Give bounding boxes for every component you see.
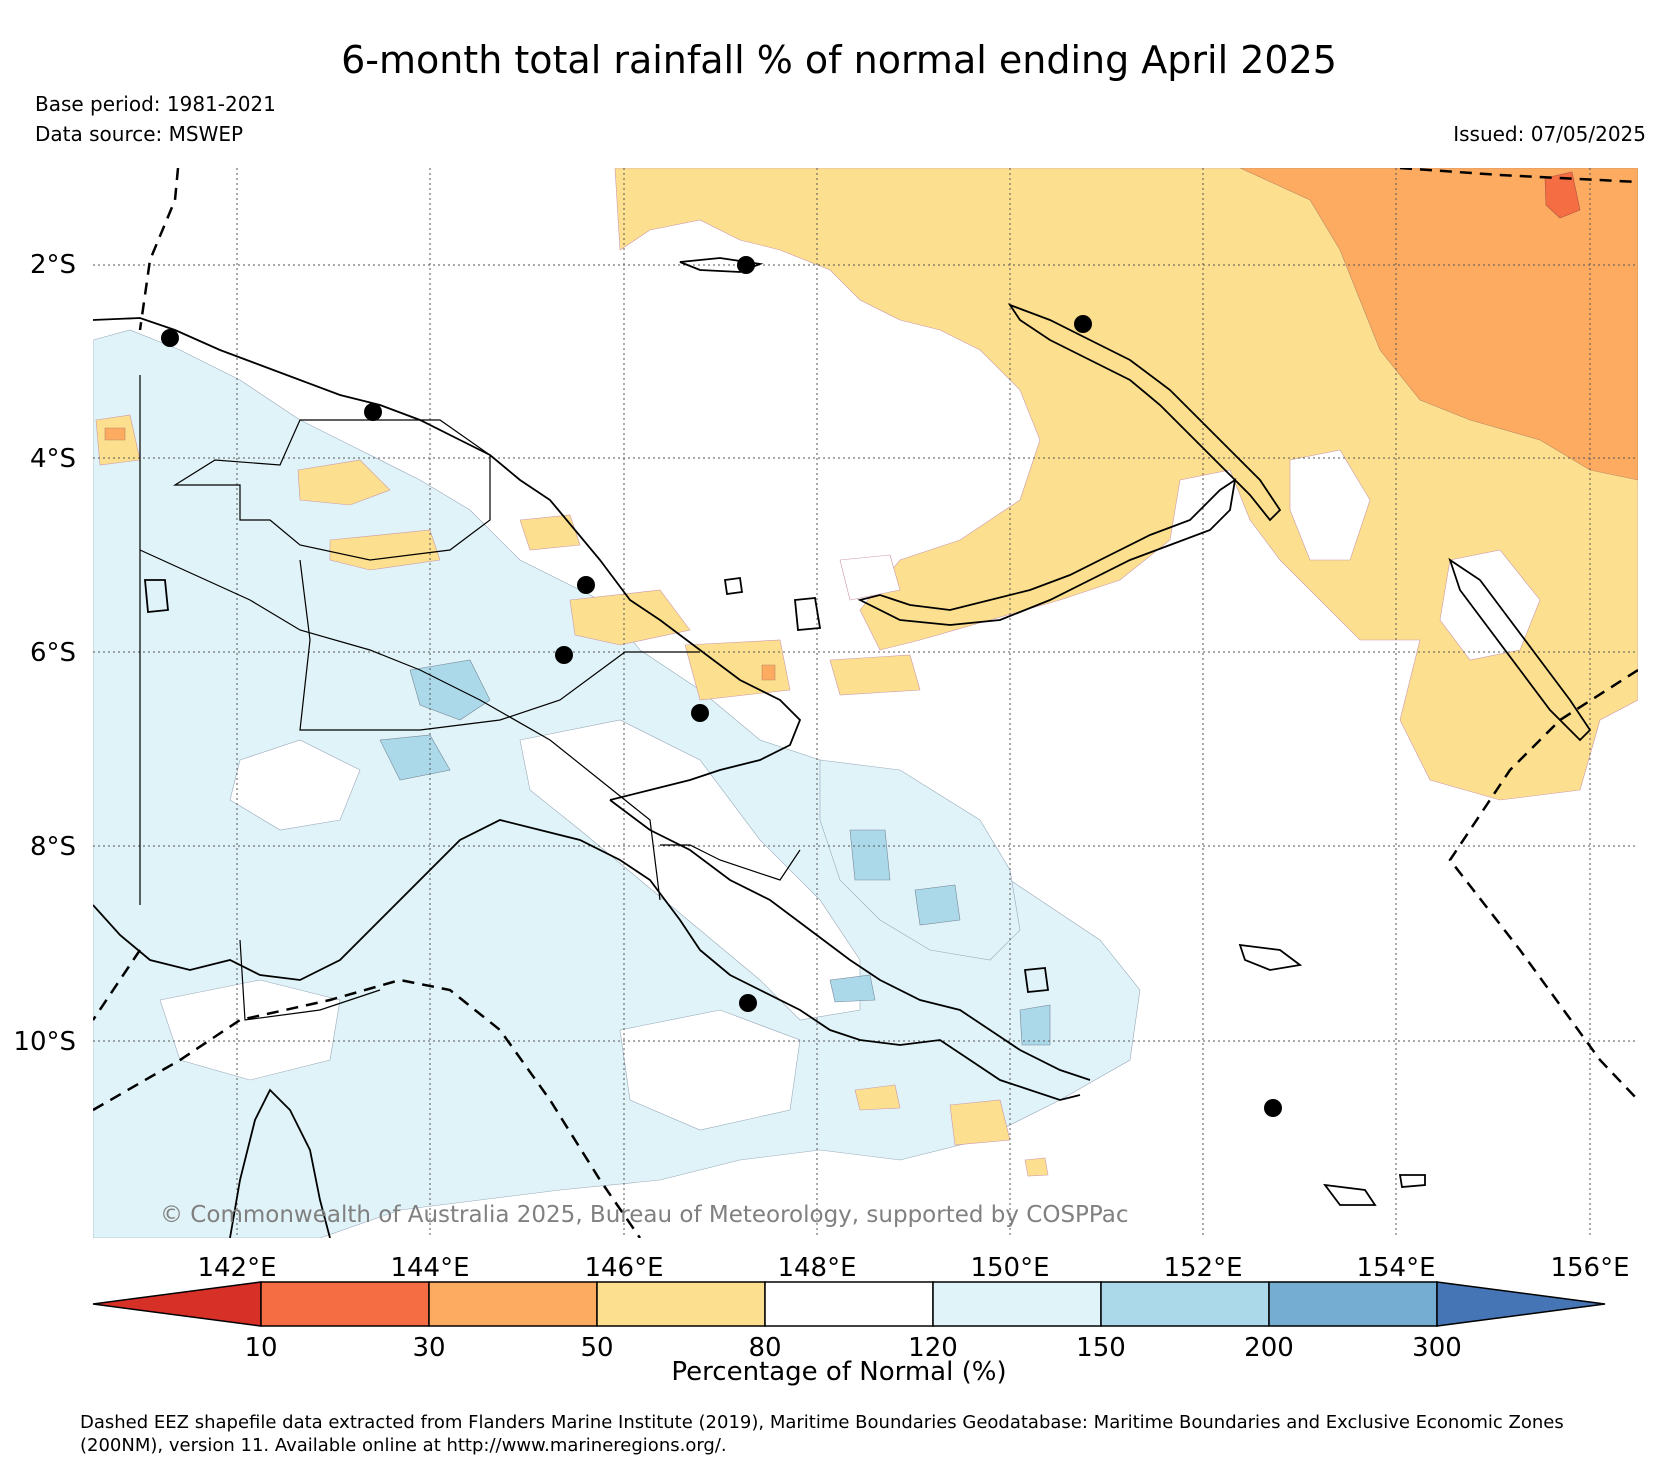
- colorbar-segment: [764, 1281, 934, 1327]
- base-period-text: Base period: 1981-2021: [35, 92, 276, 116]
- solomon-islands-coast: [1238, 943, 1303, 971]
- lon-label: 154°E: [1356, 1253, 1435, 1283]
- city-marker: [555, 646, 573, 664]
- map-title: 6-month total rainfall % of normal endin…: [341, 38, 1337, 82]
- rainfall-shading: [93, 168, 1638, 1238]
- colorbar-tick: 10: [244, 1333, 277, 1363]
- coastlines: [93, 257, 1592, 1238]
- city-marker: [1264, 1099, 1282, 1117]
- colorbar-segment: [1100, 1281, 1270, 1327]
- new-ireland-coast: [1007, 303, 1282, 522]
- lat-label: 8°S: [30, 832, 76, 862]
- cape-york-coast: [229, 1088, 331, 1238]
- papuan-peninsula-coast: [609, 799, 1091, 1081]
- colorbar-segment: [1268, 1281, 1438, 1327]
- colorbar-segment: [596, 1281, 766, 1327]
- colorbar-tick: 30: [412, 1333, 445, 1363]
- colorbar-label: Percentage of Normal (%): [671, 1357, 1007, 1387]
- city-markers: [161, 256, 1282, 1117]
- data-source-text: Data source: MSWEP: [35, 122, 244, 146]
- above-normal-region-east: [819, 759, 1021, 961]
- lat-label: 10°S: [13, 1027, 76, 1057]
- latitude-labels: 2°S 4°S 6°S 8°S 10°S: [13, 250, 76, 1057]
- city-marker: [364, 403, 382, 421]
- lat-label: 2°S: [30, 250, 76, 280]
- copyright-text: © Commonwealth of Australia 2025, Bureau…: [160, 1202, 1129, 1228]
- colorbar-tick: 200: [1244, 1333, 1294, 1363]
- footnote-line: Dashed EEZ shapefile data extracted from…: [80, 1412, 1564, 1433]
- colorbar-segment: [260, 1281, 430, 1327]
- city-marker: [161, 329, 179, 347]
- lat-label: 6°S: [30, 638, 76, 668]
- footnote-line: (200NM), version 11. Available online at…: [80, 1435, 727, 1456]
- colorbar-tick: 80: [748, 1333, 781, 1363]
- lat-label: 4°S: [30, 444, 76, 474]
- colorbar-tick: 150: [1076, 1333, 1126, 1363]
- city-marker: [1074, 315, 1092, 333]
- colorbar-segment: [428, 1281, 598, 1327]
- lon-label: 148°E: [777, 1253, 856, 1283]
- lon-label: 150°E: [970, 1253, 1049, 1283]
- city-marker: [739, 994, 757, 1012]
- new-guinea-coast-north: [93, 317, 802, 801]
- colorbar-extend-high: [1436, 1281, 1606, 1327]
- graticule: [93, 168, 1638, 1238]
- lon-label: 142°E: [197, 1253, 276, 1283]
- colorbar-tick: 120: [908, 1333, 958, 1363]
- lon-label: 152°E: [1163, 1253, 1242, 1283]
- longitude-labels: 142°E 144°E 146°E 148°E 150°E 152°E 154°…: [197, 1253, 1629, 1283]
- footnote: Dashed EEZ shapefile data extracted from…: [80, 1411, 1670, 1457]
- lon-label: 146°E: [584, 1253, 663, 1283]
- bougainville-coast: [1448, 557, 1592, 742]
- colorbar-segment: [932, 1281, 1102, 1327]
- colorbar-ticks: 10 30 50 80 120 150 200 300: [244, 1333, 1461, 1363]
- city-marker: [577, 576, 595, 594]
- city-marker: [737, 256, 755, 274]
- colorbar-tick: 50: [580, 1333, 613, 1363]
- below-normal-region-30-50: [1239, 168, 1638, 481]
- colorbar-extend-low: [92, 1281, 262, 1327]
- new-britain-coast: [857, 478, 1237, 626]
- colorbar-tick: 300: [1412, 1333, 1462, 1363]
- eez-boundaries: [93, 168, 1638, 1238]
- lon-label: 144°E: [390, 1253, 469, 1283]
- new-guinea-coast-south: [93, 819, 1081, 1101]
- issued-date-text: Issued: 07/05/2025: [1453, 122, 1646, 146]
- borders: [139, 375, 801, 1021]
- colorbar: [92, 1281, 1606, 1327]
- city-marker: [691, 704, 709, 722]
- lon-label: 156°E: [1550, 1253, 1629, 1283]
